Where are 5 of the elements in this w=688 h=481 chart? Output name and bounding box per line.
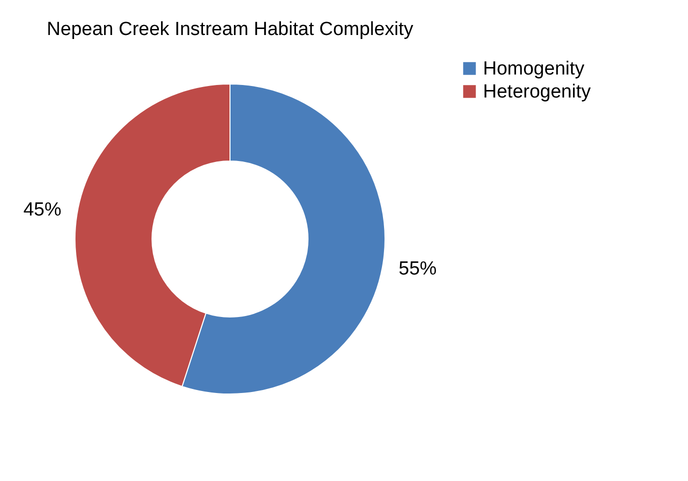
data-label: 45% bbox=[23, 199, 62, 220]
data-label: 55% bbox=[398, 258, 437, 280]
legend-label: Heterogenity bbox=[483, 82, 592, 102]
legend-label: Homogenity bbox=[483, 58, 585, 80]
chart-title: Nepean Creek Instream Habitat Complexity bbox=[46, 19, 414, 40]
